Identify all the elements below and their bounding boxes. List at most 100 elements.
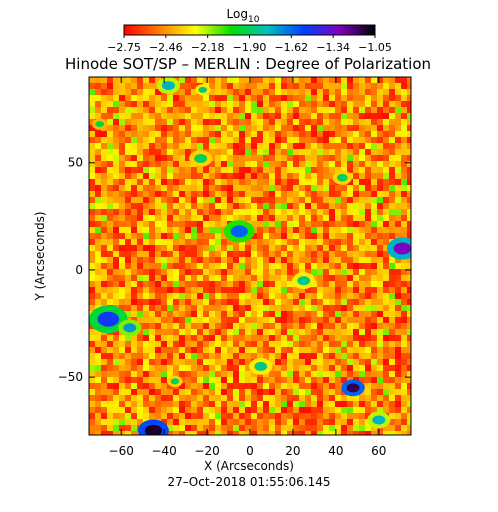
heatmap-cell [275, 215, 281, 221]
heatmap-cell [401, 287, 407, 293]
heatmap-cell [101, 95, 107, 101]
heatmap-cell [347, 113, 353, 119]
heatmap-cell [227, 113, 233, 119]
heatmap-cell [215, 287, 221, 293]
y-tick-label: 50 [68, 156, 83, 170]
heatmap-cell [197, 431, 203, 435]
heatmap-cell [257, 149, 263, 155]
heatmap-cell [401, 197, 407, 203]
heatmap-cell [281, 359, 287, 365]
heatmap-cell [227, 269, 233, 275]
heatmap-cell [197, 101, 203, 107]
heatmap-cell [287, 83, 293, 89]
heatmap-cell [245, 281, 251, 287]
heatmap-cell [155, 395, 161, 401]
heatmap-cell [203, 263, 209, 269]
heatmap-cell [281, 323, 287, 329]
heatmap-cell [353, 179, 359, 185]
heatmap-cell [389, 173, 395, 179]
heatmap-cell [179, 185, 185, 191]
heatmap-cell [395, 329, 401, 335]
heatmap-cell [383, 125, 389, 131]
heatmap-cell [119, 377, 125, 383]
heatmap-cell [269, 179, 275, 185]
heatmap-cell [119, 119, 125, 125]
heatmap-cell [311, 149, 317, 155]
heatmap-cell [275, 395, 281, 401]
heatmap-cell [185, 347, 191, 353]
heatmap-cell [401, 125, 407, 131]
heatmap-cell [269, 407, 275, 413]
heatmap-cell [389, 401, 395, 407]
heatmap-cell [263, 77, 269, 83]
heatmap-cell [257, 95, 263, 101]
heatmap-cell [161, 239, 167, 245]
heatmap-cell [131, 191, 137, 197]
heatmap-cell [125, 161, 131, 167]
heatmap-cell [245, 137, 251, 143]
heatmap-cell [167, 215, 173, 221]
heatmap-cell [191, 341, 197, 347]
heatmap-cell [173, 221, 179, 227]
heatmap-cell [185, 323, 191, 329]
heatmap-cell [173, 161, 179, 167]
heatmap-cell [137, 281, 143, 287]
heatmap-cell [251, 263, 257, 269]
heatmap-cell [221, 191, 227, 197]
heatmap-cell [227, 215, 233, 221]
heatmap-cell [179, 365, 185, 371]
heatmap-cell [341, 269, 347, 275]
heatmap-cell [131, 155, 137, 161]
heatmap-cell [275, 365, 281, 371]
heatmap-cell [257, 287, 263, 293]
heatmap-cell [299, 179, 305, 185]
heatmap-cell [197, 359, 203, 365]
heatmap-cell [269, 353, 275, 359]
heatmap-cell [125, 287, 131, 293]
heatmap-cell [389, 161, 395, 167]
heatmap-cell [311, 329, 317, 335]
heatmap-cell [179, 275, 185, 281]
heatmap-cell [335, 269, 341, 275]
heatmap-cell [335, 317, 341, 323]
heatmap-cell [365, 197, 371, 203]
heatmap-cell [185, 359, 191, 365]
heatmap-cell [353, 425, 359, 431]
heatmap-cell [263, 389, 269, 395]
heatmap-cell [221, 425, 227, 431]
heatmap-cell [371, 341, 377, 347]
heatmap-cell [197, 185, 203, 191]
heatmap-cell [377, 317, 383, 323]
heatmap-cell [173, 215, 179, 221]
heatmap-cell [143, 371, 149, 377]
heatmap-cell [299, 215, 305, 221]
heatmap-cell [215, 95, 221, 101]
heatmap-cell [233, 131, 239, 137]
heatmap-cell [227, 245, 233, 251]
heatmap-cell [161, 419, 167, 425]
heatmap-cell [395, 209, 401, 215]
heatmap-cell [215, 179, 221, 185]
heatmap-cell [107, 233, 113, 239]
heatmap-cell [329, 371, 335, 377]
heatmap-cell [197, 323, 203, 329]
heatmap-cell [107, 227, 113, 233]
heatmap-cell [161, 299, 167, 305]
heatmap-cell [365, 113, 371, 119]
heatmap-cell [347, 371, 353, 377]
heatmap-cell [383, 191, 389, 197]
heatmap-cell [407, 377, 411, 383]
heatmap-cell [305, 311, 311, 317]
heatmap-cell [245, 359, 251, 365]
heatmap-cell [365, 383, 371, 389]
heatmap-cell [155, 95, 161, 101]
heatmap-cell [215, 101, 221, 107]
heatmap-cell [251, 419, 257, 425]
heatmap-cell [353, 365, 359, 371]
heatmap-cell [275, 227, 281, 233]
heatmap-cell [323, 431, 329, 435]
heatmap-cell [365, 221, 371, 227]
heatmap-cell [227, 107, 233, 113]
heatmap-cell [221, 269, 227, 275]
heatmap-cell [293, 137, 299, 143]
